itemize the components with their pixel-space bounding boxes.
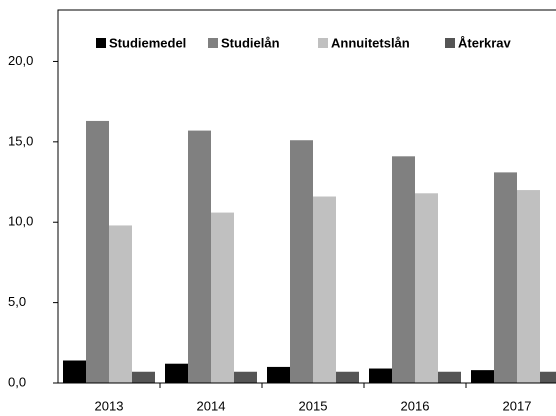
legend-label: Studielån [221,35,280,50]
bar [471,370,494,383]
bar [86,120,109,383]
bar [132,371,155,383]
legend-swatch [318,38,328,48]
y-tick-label: 10,0 [8,214,33,229]
x-tick-label: 2014 [197,398,226,413]
legend-label: Annuitetslån [331,35,410,50]
bar [517,190,540,383]
legend-swatch [96,38,106,48]
bar [369,368,392,383]
legend-label: Återkrav [458,35,512,50]
y-tick-label: 20,0 [8,53,33,68]
bar [188,130,211,383]
bar [415,193,438,383]
bar [63,360,86,383]
x-tick-label: 2017 [503,398,532,413]
y-tick-label: 15,0 [8,133,33,148]
y-tick-label: 0,0 [8,374,26,389]
bar [211,212,234,383]
legend-swatch [445,38,455,48]
bar [234,371,257,383]
bar [290,140,313,383]
bar [336,371,359,383]
bar [165,363,188,383]
legend-swatch [208,38,218,48]
x-tick-label: 2015 [299,398,328,413]
bar [494,172,517,383]
bar [540,371,556,383]
legend-label: Studiemedel [109,35,186,50]
y-tick-label: 5,0 [8,294,26,309]
bar [109,225,132,383]
bar [267,366,290,383]
bar [313,196,336,383]
x-tick-label: 2016 [401,398,430,413]
x-tick-label: 2013 [95,398,124,413]
bar [392,156,415,383]
bar [438,371,461,383]
